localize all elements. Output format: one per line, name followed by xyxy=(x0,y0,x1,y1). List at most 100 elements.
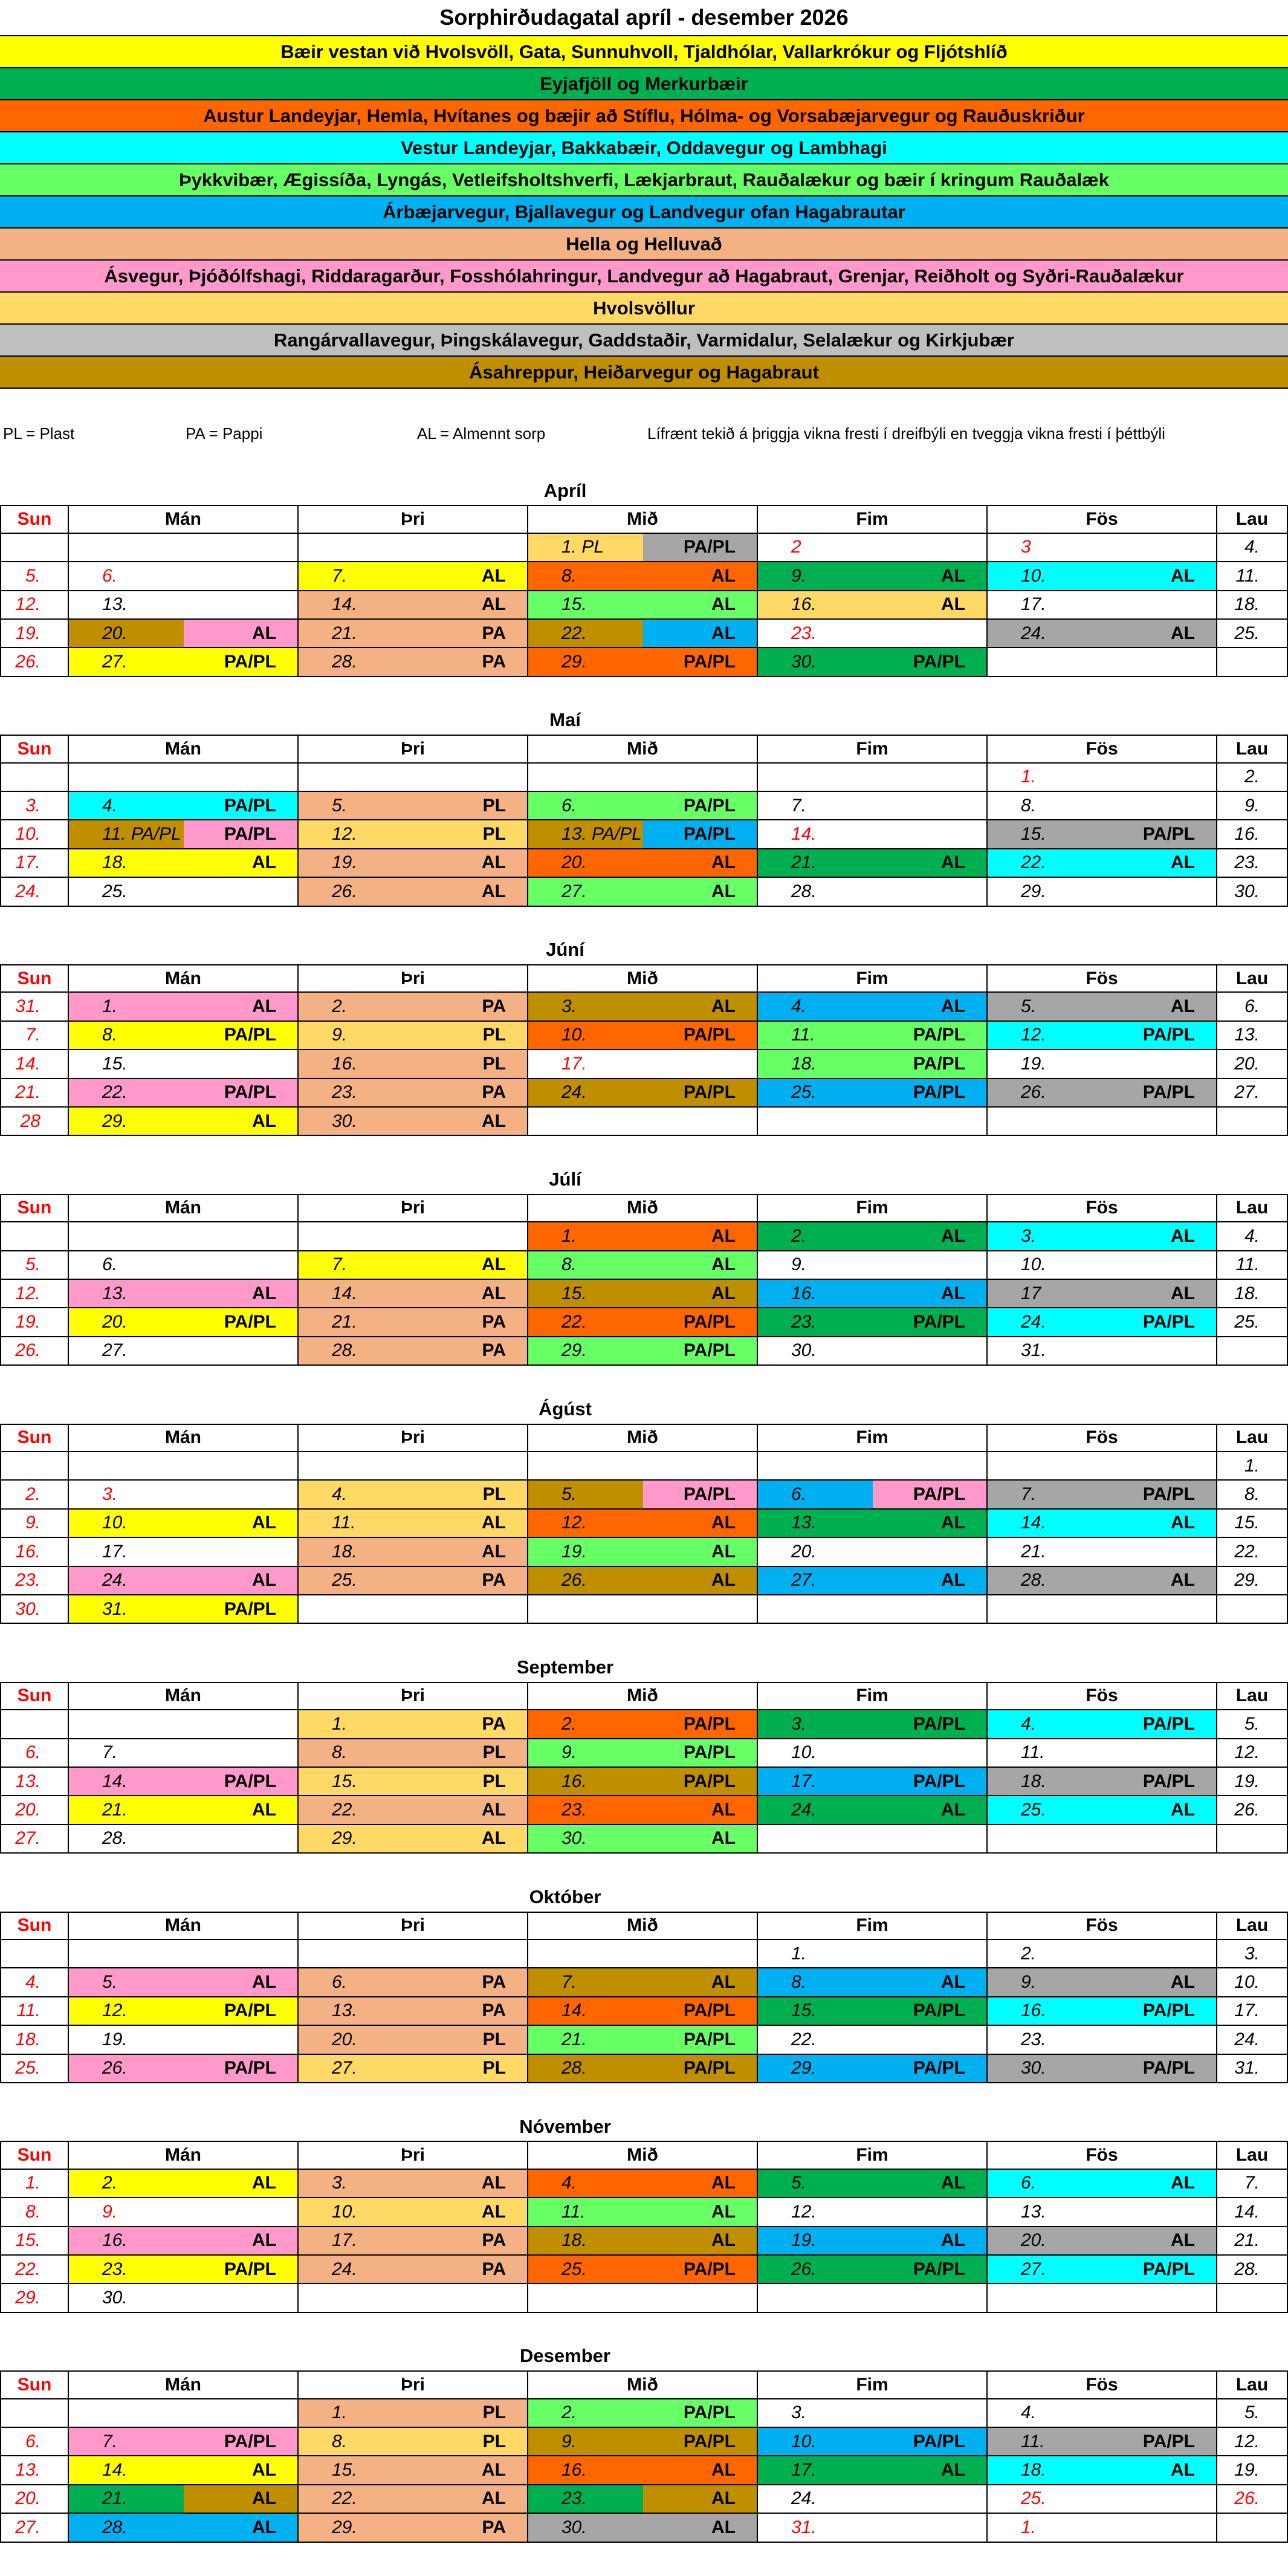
code-cell: AL xyxy=(643,2198,758,2227)
code-cell xyxy=(1102,1251,1217,1280)
day-cell: 6. xyxy=(988,2169,1102,2199)
weekday-header: Þri xyxy=(299,505,528,534)
code-cell: PA xyxy=(413,648,528,677)
weekday-header: Mán xyxy=(69,505,299,534)
day-cell: 2. xyxy=(988,1940,1102,1969)
code-cell: AL xyxy=(643,591,758,620)
code-cell xyxy=(1102,1825,1217,1854)
code-cell: PA xyxy=(413,1968,528,1997)
code-cell xyxy=(184,1538,299,1567)
day-cell: 22. xyxy=(1217,1538,1288,1567)
day-cell: 19. xyxy=(299,849,413,878)
day-cell: 26. xyxy=(528,1566,643,1595)
code-cell: PA/PL xyxy=(873,1050,988,1079)
day-cell: 25. xyxy=(69,878,184,907)
code-cell: PL xyxy=(413,820,528,849)
day-cell: 31. xyxy=(0,993,69,1022)
day-cell: 12. xyxy=(1217,1739,1288,1768)
code-cell: AL xyxy=(184,1968,299,1997)
day-cell xyxy=(299,1595,413,1624)
day-cell: 1. xyxy=(299,1710,413,1739)
day-cell: 28. xyxy=(69,2514,184,2543)
day-cell: 4. xyxy=(1217,1222,1288,1251)
day-cell: 13. xyxy=(0,1768,69,1797)
day-cell: 7. xyxy=(299,1251,413,1280)
code-cell xyxy=(643,1940,758,1969)
day-cell: 23. xyxy=(69,2256,184,2285)
day-cell: 1. xyxy=(988,2514,1102,2543)
day-cell xyxy=(69,534,184,563)
day-cell: 15. xyxy=(1217,1509,1288,1539)
code-cell xyxy=(1102,1108,1217,1137)
weekday-header: Lau xyxy=(1217,735,1288,764)
day-cell: 31. xyxy=(988,1337,1102,1366)
day-cell: 30. xyxy=(299,1108,413,1137)
day-cell: 14. xyxy=(988,1509,1102,1539)
code-cell xyxy=(873,2284,988,2313)
day-cell: 8. xyxy=(0,2198,69,2227)
day-cell: 1. PL xyxy=(528,533,643,563)
day-cell: 17. xyxy=(69,1538,184,1567)
zone-row: Árbæjarvegur, Bjallavegur og Landvegur o… xyxy=(0,196,1288,229)
weekday-header: Þri xyxy=(299,1423,528,1452)
day-cell: 16. xyxy=(69,2227,184,2256)
day-cell: 9. xyxy=(528,1739,643,1768)
code-cell xyxy=(1102,2399,1217,2428)
code-cell: AL xyxy=(184,1566,299,1595)
day-cell xyxy=(528,1595,643,1624)
zone-row: Ásvegur, Þjóðólfshagi, Riddaragarður, Fo… xyxy=(0,261,1288,293)
day-cell: 20. xyxy=(69,620,184,649)
day-cell: 6. xyxy=(758,1481,873,1510)
day-cell: 3 xyxy=(988,534,1102,563)
day-cell: 2 xyxy=(758,534,873,563)
code-cell xyxy=(184,2399,299,2428)
day-cell: 14. xyxy=(69,1768,184,1797)
code-cell xyxy=(1102,1940,1217,1969)
day-cell: 18. xyxy=(69,849,184,878)
day-cell: 10. xyxy=(988,1251,1102,1280)
day-cell xyxy=(758,1452,873,1481)
day-cell: 24. xyxy=(0,878,69,907)
code-cell: AL xyxy=(873,1509,988,1539)
code-cell: AL xyxy=(184,1108,299,1137)
code-cell xyxy=(184,1050,299,1079)
day-cell xyxy=(1217,1825,1288,1854)
day-cell xyxy=(69,1710,184,1739)
day-cell xyxy=(1217,1337,1288,1366)
zone-row: Rangárvallavegur, Þingskálavegur, Gaddst… xyxy=(0,325,1288,357)
day-cell: 14. xyxy=(69,2456,184,2485)
day-cell: 7. xyxy=(0,1021,69,1051)
day-cell: 12. xyxy=(0,591,69,620)
day-cell: 28. xyxy=(988,1566,1102,1595)
zone-row: Vestur Landeyjar, Bakkabæir, Oddavegur o… xyxy=(0,132,1288,164)
code-cell: PL xyxy=(413,792,528,821)
code-cell: AL xyxy=(873,1222,988,1251)
code-cell: AL xyxy=(1102,1280,1217,1309)
day-cell: 19. xyxy=(0,1308,69,1337)
day-cell: 9. xyxy=(69,2198,184,2227)
code-cell xyxy=(413,2284,528,2313)
month-title: Nóvember xyxy=(519,2115,611,2137)
code-cell xyxy=(1102,1538,1217,1567)
day-cell: 14. xyxy=(528,1997,643,2026)
code-cell xyxy=(873,2399,988,2428)
code-cell: AL xyxy=(413,591,528,620)
code-cell: AL xyxy=(413,1108,528,1137)
day-cell xyxy=(69,1222,184,1251)
day-cell: 17. xyxy=(0,849,69,878)
code-cell: AL xyxy=(184,2485,299,2514)
code-cell: AL xyxy=(643,1566,758,1595)
day-cell: 4. xyxy=(758,993,873,1022)
code-cell xyxy=(873,878,988,907)
code-cell: PA xyxy=(413,2514,528,2543)
day-cell: 20. xyxy=(758,1538,873,1567)
day-cell xyxy=(988,1108,1102,1137)
day-cell: 4. xyxy=(988,2399,1102,2428)
code-cell xyxy=(184,2198,299,2227)
code-cell: PA/PL xyxy=(873,1710,988,1739)
day-cell: 3. xyxy=(758,1710,873,1739)
month-title: September xyxy=(516,1656,614,1678)
weekday-header: Fös xyxy=(988,964,1217,993)
day-cell: 19. xyxy=(1217,1768,1288,1797)
code-cell xyxy=(413,1595,528,1624)
